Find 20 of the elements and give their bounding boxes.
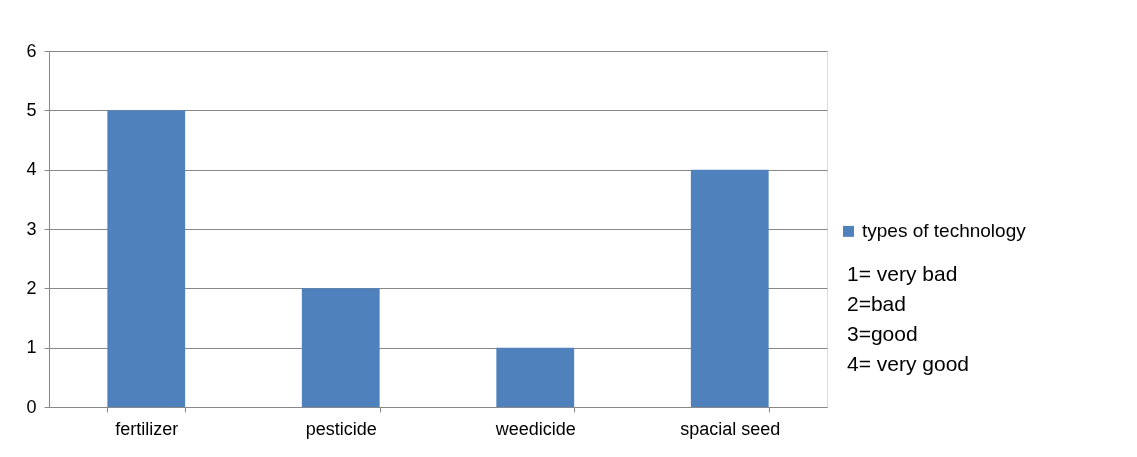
y-tick-label: 4 (26, 159, 37, 180)
x-tick-label: weedicide (494, 418, 576, 439)
bar (107, 110, 186, 407)
bar (496, 347, 575, 407)
y-tick-label: 6 (26, 40, 37, 61)
text: 3=good (847, 322, 918, 346)
x-tick-label: pesticide (305, 418, 377, 439)
legend-label: types of technology (862, 220, 1027, 242)
text: 4= very good (847, 352, 970, 376)
x-tick-label: spacial seed (680, 418, 781, 439)
text: 1= very bad (847, 262, 958, 286)
y-tick-label: 3 (26, 218, 37, 239)
bar (690, 169, 769, 407)
x-tick-label: fertilizer (115, 418, 179, 439)
y-tick-label: 5 (26, 99, 37, 120)
text: 2=bad (847, 292, 906, 316)
y-tick-label: 2 (26, 277, 37, 298)
y-tick-label: 1 (26, 337, 37, 358)
bar (301, 288, 380, 407)
y-tick-label: 0 (26, 396, 37, 417)
